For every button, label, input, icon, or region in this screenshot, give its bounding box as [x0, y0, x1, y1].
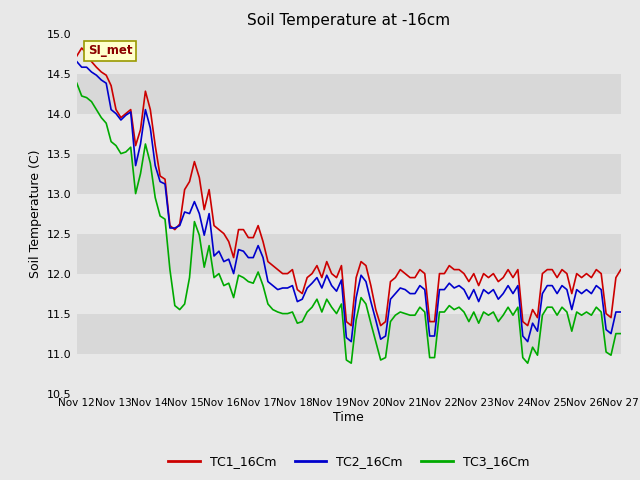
Bar: [77, 313, 621, 354]
TC3_16Cm: [499, 312, 507, 318]
TC2_16Cm: [348, 339, 355, 345]
TC1_16Cm: [78, 45, 86, 51]
Bar: [77, 354, 621, 394]
TC2_16Cm: [73, 59, 81, 64]
TC3_16Cm: [470, 309, 477, 315]
TC2_16Cm: [264, 279, 272, 285]
TC1_16Cm: [607, 315, 615, 321]
TC2_16Cm: [381, 333, 389, 339]
Bar: [77, 73, 621, 114]
TC1_16Cm: [451, 267, 458, 273]
Line: TC2_16Cm: TC2_16Cm: [77, 61, 621, 342]
TC2_16Cm: [499, 291, 507, 297]
TC3_16Cm: [602, 349, 610, 355]
TC3_16Cm: [617, 331, 625, 336]
Bar: [77, 193, 621, 234]
TC1_16Cm: [73, 53, 81, 59]
TC2_16Cm: [445, 280, 453, 286]
Bar: [77, 234, 621, 274]
X-axis label: Time: Time: [333, 411, 364, 424]
Line: TC3_16Cm: TC3_16Cm: [77, 83, 621, 363]
Bar: [77, 154, 621, 193]
Line: TC1_16Cm: TC1_16Cm: [77, 48, 621, 325]
TC3_16Cm: [73, 80, 81, 86]
TC3_16Cm: [264, 301, 272, 307]
Y-axis label: Soil Temperature (C): Soil Temperature (C): [29, 149, 42, 278]
TC1_16Cm: [269, 263, 276, 268]
Legend: TC1_16Cm, TC2_16Cm, TC3_16Cm: TC1_16Cm, TC2_16Cm, TC3_16Cm: [163, 450, 534, 473]
TC1_16Cm: [504, 267, 512, 273]
TC2_16Cm: [617, 309, 625, 315]
TC2_16Cm: [470, 287, 477, 292]
Bar: [77, 34, 621, 73]
TC3_16Cm: [445, 303, 453, 309]
Text: SI_met: SI_met: [88, 44, 132, 58]
Title: Soil Temperature at -16cm: Soil Temperature at -16cm: [247, 13, 451, 28]
TC3_16Cm: [381, 355, 389, 360]
TC2_16Cm: [602, 327, 610, 333]
TC3_16Cm: [348, 360, 355, 366]
TC1_16Cm: [475, 283, 483, 288]
Bar: [77, 114, 621, 154]
TC1_16Cm: [348, 323, 355, 328]
Bar: [77, 274, 621, 313]
TC1_16Cm: [387, 279, 394, 285]
TC1_16Cm: [617, 267, 625, 273]
